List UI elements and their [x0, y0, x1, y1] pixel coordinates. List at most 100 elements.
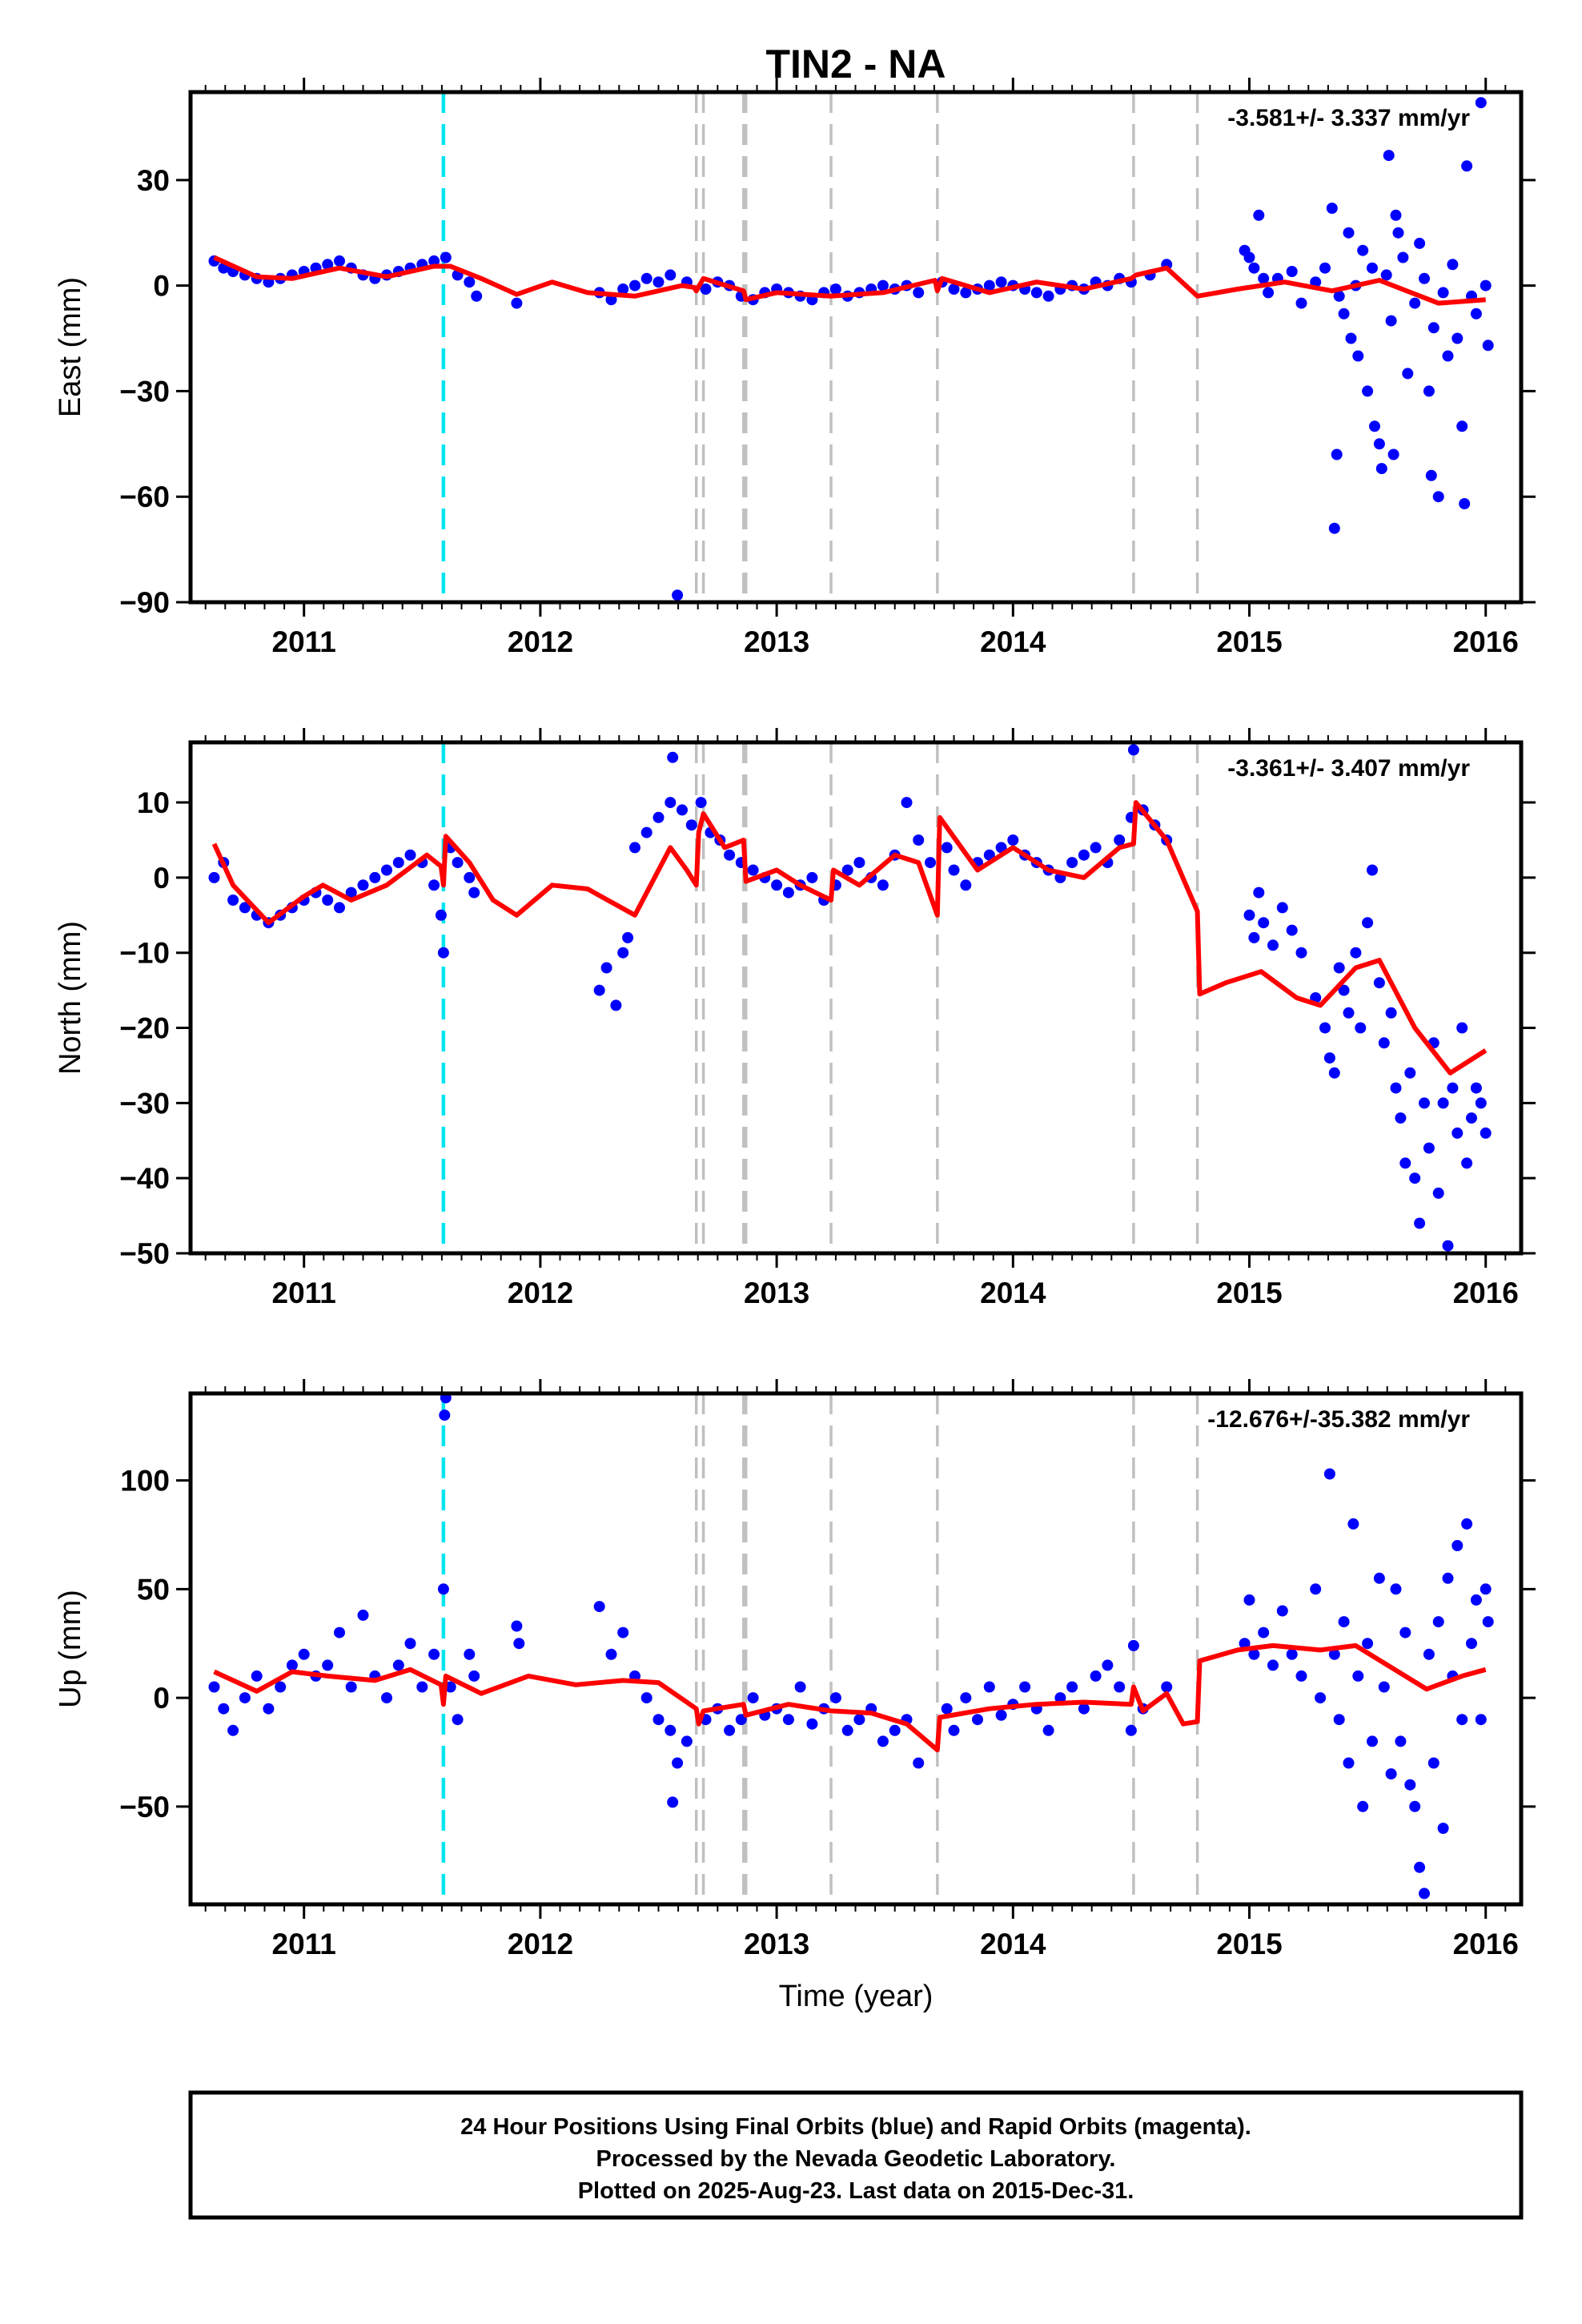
data-point — [1423, 1648, 1435, 1660]
data-point — [617, 947, 629, 959]
fit-line — [213, 1642, 1487, 1753]
data-point — [1378, 1681, 1390, 1693]
plot-frame — [188, 90, 1524, 605]
data-point — [685, 819, 697, 831]
data-point — [1373, 977, 1385, 989]
data-point — [1243, 1594, 1255, 1606]
x-tick-label: 2013 — [744, 1277, 809, 1309]
data-point — [1338, 308, 1350, 320]
data-point — [622, 931, 634, 943]
data-point — [1333, 962, 1345, 974]
data-point — [1343, 227, 1355, 239]
data-point — [1404, 1779, 1416, 1791]
figure-title: TIN2 - NA — [766, 42, 946, 86]
fit-line — [213, 255, 1486, 306]
data-point — [695, 797, 707, 809]
data-point — [1350, 947, 1362, 959]
data-point — [1369, 420, 1380, 432]
data-point — [1248, 1648, 1260, 1660]
data-point — [1390, 209, 1402, 221]
data-point — [1399, 1157, 1411, 1169]
data-point — [829, 1692, 841, 1704]
data-point — [1078, 1703, 1090, 1715]
data-point — [1248, 931, 1260, 943]
data-point — [1127, 744, 1139, 756]
data-point — [672, 1757, 684, 1769]
data-point — [877, 1735, 889, 1747]
data-point — [1276, 902, 1288, 914]
footer-line-2: Processed by the Nevada Geodetic Laborat… — [596, 2146, 1116, 2172]
data-point — [841, 864, 853, 876]
data-point — [1442, 350, 1454, 362]
data-point — [1114, 834, 1126, 846]
data-point — [735, 1714, 747, 1726]
data-point — [1331, 448, 1343, 460]
data-point — [1286, 924, 1298, 936]
footer-line-3: Plotted on 2025-Aug-23. Last data on 201… — [578, 2178, 1134, 2204]
data-point — [806, 871, 818, 883]
data-point — [941, 842, 953, 854]
data-point — [1480, 279, 1492, 292]
data-point — [1461, 1157, 1473, 1169]
data-point — [672, 589, 684, 601]
data-point — [1367, 262, 1378, 274]
data-point — [437, 947, 449, 959]
data-point — [440, 251, 452, 263]
data-point — [208, 1681, 220, 1693]
data-point — [629, 279, 640, 292]
data-point — [1461, 160, 1473, 172]
data-point — [1383, 150, 1395, 162]
data-point — [747, 1692, 759, 1704]
data-point — [1452, 332, 1464, 344]
y-tick-label: 10 — [137, 786, 170, 819]
x-tick-label: 2011 — [272, 1277, 336, 1309]
data-point — [428, 255, 440, 267]
data-point — [1102, 1659, 1114, 1671]
data-point — [960, 879, 972, 891]
data-point — [782, 1714, 794, 1726]
data-point — [640, 826, 652, 838]
data-point — [853, 1714, 865, 1726]
data-point — [1466, 1638, 1477, 1650]
data-point — [700, 283, 712, 295]
data-point — [1355, 1022, 1367, 1034]
data-point — [1347, 1518, 1359, 1530]
fit-line — [211, 800, 1488, 1076]
data-point — [381, 1692, 392, 1704]
data-point — [1328, 1648, 1340, 1660]
y-tick-label: −50 — [119, 1237, 170, 1270]
data-point — [1432, 1187, 1444, 1199]
data-point — [1480, 1583, 1492, 1595]
data-point — [1367, 1735, 1378, 1747]
data-point — [1427, 322, 1439, 334]
data-point — [1395, 1735, 1407, 1747]
x-axis-label: Time (year) — [779, 1980, 934, 2013]
footer-line-1: 24 Hour Positions Using Final Orbits (bl… — [460, 2114, 1251, 2140]
data-point — [322, 1659, 334, 1671]
data-point — [1114, 1681, 1126, 1693]
east-panel: 2011 2012 2013 2014 2015 2016 30 0 −30 −60 −90 East… — [54, 78, 1536, 658]
data-point — [995, 1709, 1007, 1721]
data-point — [428, 879, 440, 891]
data-point — [428, 1648, 440, 1660]
data-point — [1333, 1714, 1345, 1726]
data-point — [1090, 1670, 1102, 1682]
data-point — [677, 804, 688, 816]
data-point — [667, 1796, 679, 1808]
data-point — [829, 283, 841, 295]
data-point — [1286, 1648, 1298, 1660]
data-point — [1470, 1594, 1482, 1606]
data-point — [1470, 1082, 1482, 1094]
data-point — [1456, 1022, 1468, 1034]
data-point — [995, 842, 1007, 854]
data-point — [1392, 227, 1404, 239]
y-tick-label: −10 — [119, 937, 170, 970]
data-point — [1243, 909, 1255, 921]
data-point — [1447, 259, 1459, 271]
x-tick-label: 2015 — [1216, 625, 1282, 658]
data-point — [1161, 1681, 1173, 1693]
data-point — [1404, 1067, 1416, 1079]
data-point — [652, 811, 665, 823]
